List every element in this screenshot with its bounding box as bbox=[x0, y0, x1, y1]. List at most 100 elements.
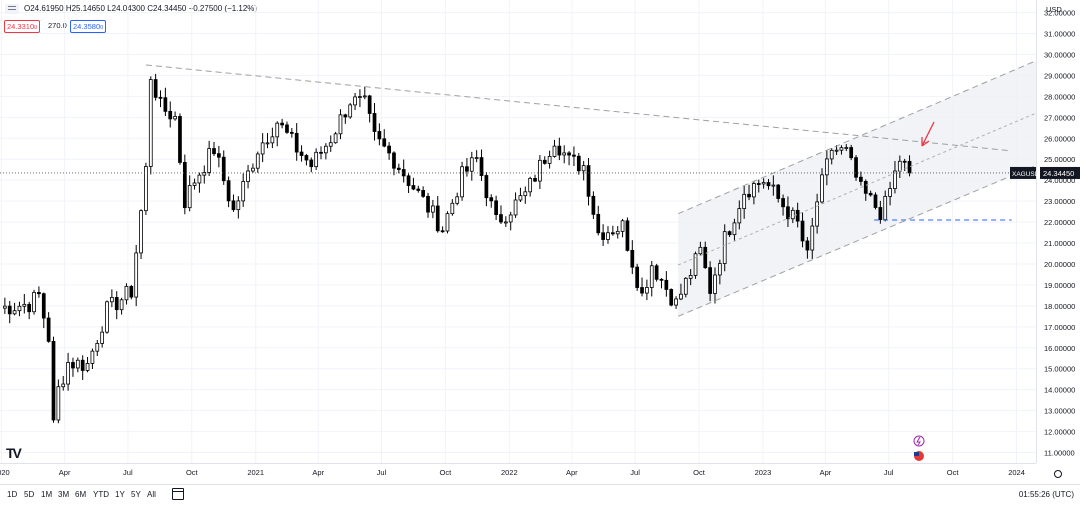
candle-body bbox=[314, 151, 319, 168]
candle-body bbox=[148, 79, 153, 167]
sell-price: 24.3310 bbox=[7, 22, 35, 31]
candle-body bbox=[717, 263, 722, 276]
timeframe-all[interactable]: All bbox=[147, 490, 156, 499]
bottom-toolbar: 1D 5D 1M 3M 6M YTD 1Y 5Y All 01:55:26 (UTC) bbox=[0, 484, 1080, 506]
candle-body bbox=[503, 221, 508, 224]
price-tick-label: 18.00000 bbox=[1044, 302, 1075, 311]
time-tick-label: Jul bbox=[630, 468, 640, 477]
candle-body bbox=[435, 205, 440, 232]
candle-body bbox=[630, 249, 635, 268]
candle-body bbox=[32, 292, 36, 313]
candle-body bbox=[494, 200, 498, 216]
candle-body bbox=[12, 310, 17, 315]
time-tick-label: 2024 bbox=[1008, 468, 1025, 477]
candle-body bbox=[168, 110, 173, 120]
candle-body bbox=[771, 184, 776, 187]
candle-body bbox=[173, 116, 177, 120]
candle-body bbox=[761, 182, 766, 185]
candle-body bbox=[844, 147, 849, 149]
price-tick-label: 26.00000 bbox=[1044, 134, 1075, 143]
candle-body bbox=[372, 113, 377, 132]
candle-body bbox=[713, 274, 717, 294]
candle-body bbox=[192, 182, 197, 186]
candle-body bbox=[659, 278, 664, 281]
candle-body bbox=[46, 317, 51, 342]
price-tick-label: 22.00000 bbox=[1044, 218, 1075, 227]
symbol-tag-bg bbox=[1010, 166, 1036, 179]
time-tick-label: 2023 bbox=[755, 468, 772, 477]
timeframe-6m[interactable]: 6M bbox=[75, 490, 87, 499]
timeframe-5y[interactable]: 5Y bbox=[131, 490, 141, 499]
candle-body bbox=[85, 362, 90, 371]
candle-body bbox=[119, 299, 124, 311]
currency-label: USD bbox=[1046, 5, 1062, 14]
price-tick-label: 30.00000 bbox=[1044, 50, 1075, 59]
time-tick-label: Oct bbox=[693, 468, 706, 477]
last-price-tag: 24.34450 bbox=[1043, 169, 1074, 178]
buy-price-button[interactable]: 24.35800 bbox=[70, 20, 107, 33]
candle-body bbox=[338, 114, 343, 135]
candle-body bbox=[217, 153, 221, 158]
timeframe-ytd[interactable]: YTD bbox=[93, 490, 109, 499]
candle-body bbox=[231, 200, 236, 211]
timeframe-3m[interactable]: 3M bbox=[58, 490, 70, 499]
candle-body bbox=[518, 195, 523, 201]
candle-body bbox=[596, 213, 601, 234]
candle-body bbox=[620, 220, 625, 232]
calendar-icon[interactable] bbox=[172, 488, 184, 500]
candle-body bbox=[333, 133, 338, 144]
candle-body bbox=[421, 190, 426, 197]
price-tick-label: 28.00000 bbox=[1044, 92, 1075, 101]
candle-body bbox=[542, 159, 547, 164]
candle-body bbox=[610, 232, 615, 235]
timeframe-1m[interactable]: 1M bbox=[41, 490, 53, 499]
candle-body bbox=[649, 265, 654, 288]
candle-body bbox=[41, 293, 46, 319]
sell-suffix: 0 bbox=[34, 25, 38, 31]
price-tick-label: 17.00000 bbox=[1044, 323, 1075, 332]
candle-body bbox=[358, 96, 362, 98]
candle-body bbox=[654, 265, 659, 280]
candle-body bbox=[144, 166, 148, 212]
candle-body bbox=[270, 136, 275, 144]
tradingview-logo: TV bbox=[6, 445, 22, 461]
candle-body bbox=[56, 386, 61, 421]
timeframe-5d[interactable]: 5D bbox=[24, 490, 35, 499]
timeframe-1d[interactable]: 1D bbox=[7, 490, 18, 499]
channel-mid bbox=[677, 112, 1037, 266]
candle-body bbox=[786, 206, 790, 220]
menu-icon[interactable] bbox=[5, 4, 19, 14]
candle-body bbox=[426, 195, 430, 213]
buy-suffix: 0 bbox=[100, 25, 104, 31]
candle-body bbox=[805, 240, 810, 251]
candle-body bbox=[353, 96, 357, 106]
arrow-annotation bbox=[921, 121, 935, 147]
candle-body bbox=[508, 214, 513, 223]
candle-body bbox=[377, 131, 382, 140]
candle-body bbox=[7, 305, 12, 315]
timeframe-1y[interactable]: 1Y bbox=[115, 490, 125, 499]
candle-body bbox=[241, 181, 246, 202]
candle-body bbox=[275, 122, 280, 138]
candle-body bbox=[790, 209, 795, 220]
candle-body bbox=[139, 210, 143, 254]
candle-body bbox=[708, 267, 712, 294]
price-tick-label: 25.00000 bbox=[1044, 155, 1075, 164]
candle-body bbox=[207, 148, 212, 173]
candle-body bbox=[679, 293, 683, 300]
candle-body bbox=[396, 167, 401, 170]
candle-body bbox=[246, 170, 250, 182]
candle-body bbox=[747, 193, 751, 198]
candle-body bbox=[105, 301, 109, 333]
candle-body bbox=[445, 213, 450, 232]
candle-body bbox=[348, 104, 353, 118]
candle-body bbox=[22, 303, 27, 307]
candle-body bbox=[615, 230, 620, 235]
candle-body bbox=[75, 359, 80, 369]
price-tick-label: 19.00000 bbox=[1044, 281, 1075, 290]
price-chart[interactable]: USD 11.00000 12.00000 13.00000 14.00000 15.00… bbox=[0, 0, 1080, 484]
sell-price-button[interactable]: 24.33100 bbox=[4, 20, 41, 33]
candle-body bbox=[474, 157, 479, 159]
candle-body bbox=[795, 209, 800, 222]
candle-body bbox=[450, 202, 455, 215]
